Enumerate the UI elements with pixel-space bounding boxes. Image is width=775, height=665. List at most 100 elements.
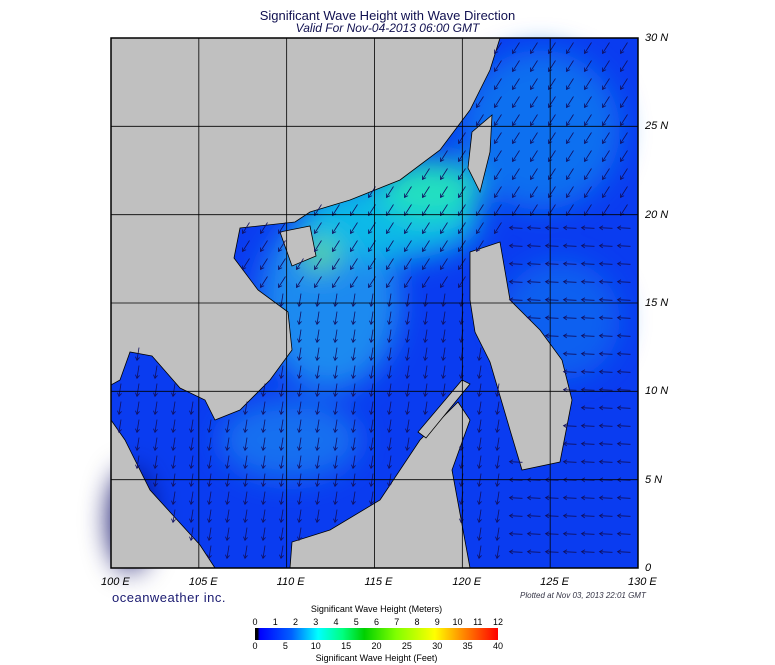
wave-arrow xyxy=(387,365,392,380)
wave-arrow xyxy=(602,114,610,127)
wave-arrow xyxy=(616,405,631,411)
wave-arrow xyxy=(562,333,577,339)
lon-label: 100 E xyxy=(101,576,130,588)
wave-arrow xyxy=(333,365,338,380)
wave-arrow xyxy=(548,186,556,199)
wave-arrow xyxy=(512,78,520,91)
wave-arrow xyxy=(189,455,194,470)
wave-arrow xyxy=(225,527,230,542)
wave-arrow xyxy=(477,347,482,362)
wave-arrow xyxy=(495,419,500,434)
wave-arrow xyxy=(616,495,631,501)
wave-arrow xyxy=(189,401,194,416)
wave-arrow xyxy=(580,279,595,285)
wave-arrow xyxy=(562,513,577,519)
colorbar-meter-tick: 3 xyxy=(313,617,319,627)
wave-arrow xyxy=(566,42,574,55)
wave-arrow xyxy=(598,261,613,267)
wave-arrow xyxy=(598,513,613,519)
wave-arrow xyxy=(135,347,140,362)
wave-arrow xyxy=(508,513,523,519)
wave-arrow xyxy=(315,383,320,398)
wave-arrow xyxy=(261,437,266,452)
wave-arrow xyxy=(279,401,284,416)
wave-arrow xyxy=(422,258,430,271)
wave-arrow xyxy=(351,401,356,416)
lat-label: 25 N xyxy=(645,120,669,133)
wave-arrow xyxy=(598,549,613,555)
wave-arrow xyxy=(584,42,592,55)
wave-arrow xyxy=(315,365,320,380)
wave-arrow xyxy=(494,114,502,127)
wave-arrow xyxy=(566,78,574,91)
wave-arrow xyxy=(526,261,541,267)
wave-arrow xyxy=(153,383,158,398)
wave-arrow xyxy=(333,293,338,308)
wave-arrow xyxy=(261,527,266,542)
wave-arrow xyxy=(189,491,194,506)
wave-arrow xyxy=(351,293,356,308)
wave-arrow xyxy=(441,347,446,362)
wave-arrow xyxy=(620,78,628,91)
wave-arrow xyxy=(440,258,448,271)
wave-arrow xyxy=(332,258,340,271)
lon-label: 130 E xyxy=(628,576,657,588)
wave-arrow xyxy=(440,240,448,253)
wave-arrow xyxy=(476,96,484,109)
wave-arrow xyxy=(225,491,230,506)
wave-arrow xyxy=(278,276,286,289)
wave-arrow xyxy=(404,222,412,235)
wave-arrow xyxy=(620,42,628,55)
wave-arrow xyxy=(261,509,266,524)
wave-arrow xyxy=(580,369,595,375)
wave-arrow xyxy=(544,261,559,267)
wave-arrow xyxy=(207,437,212,452)
wave-arrow xyxy=(279,527,284,542)
wave-arrow xyxy=(441,311,446,326)
land-taiwan xyxy=(467,114,493,194)
wave-arrow xyxy=(297,383,302,398)
wave-arrow xyxy=(171,455,176,470)
wave-arrow xyxy=(548,150,556,163)
wave-arrow xyxy=(351,491,356,506)
wave-arrow xyxy=(495,383,500,398)
wave-arrow xyxy=(423,347,428,362)
wave-arrow xyxy=(598,423,613,429)
wave-arrow xyxy=(580,513,595,519)
wave-arrow xyxy=(544,297,559,303)
wave-arrow xyxy=(278,240,286,253)
wave-arrow xyxy=(387,347,392,362)
wave-arrow xyxy=(243,401,248,416)
wave-arrow xyxy=(566,114,574,127)
wave-arrow xyxy=(620,168,628,181)
wave-arrow xyxy=(580,423,595,429)
wave-arrow xyxy=(405,311,410,326)
wave-arrow xyxy=(242,222,250,235)
wave-arrow xyxy=(333,509,338,524)
wave-arrow xyxy=(422,240,430,253)
wave-arrow xyxy=(580,549,595,555)
wave-arrow xyxy=(405,347,410,362)
wave-arrow xyxy=(562,459,577,465)
wave-arrow xyxy=(530,78,538,91)
wave-arrow xyxy=(584,78,592,91)
wave-arrow xyxy=(544,513,559,519)
wave-arrow xyxy=(598,495,613,501)
wave-arrow xyxy=(405,419,410,434)
wave-arrow xyxy=(386,186,394,199)
wave-arrow xyxy=(598,351,613,357)
wave-arrow xyxy=(315,491,320,506)
wave-arrow xyxy=(494,150,502,163)
wave-arrow xyxy=(279,419,284,434)
wave-arrow xyxy=(369,365,374,380)
wave-arrow xyxy=(495,491,500,506)
wave-arrow xyxy=(297,527,302,542)
colorbar-feet-tick: 5 xyxy=(282,641,288,651)
wave-arrow xyxy=(171,419,176,434)
wave-arrow xyxy=(297,347,302,362)
wave-arrow xyxy=(189,509,194,524)
wave-arrow xyxy=(369,491,374,506)
wave-arrow xyxy=(315,437,320,452)
wave-arrow xyxy=(243,545,248,560)
lat-label: 15 N xyxy=(645,297,669,309)
